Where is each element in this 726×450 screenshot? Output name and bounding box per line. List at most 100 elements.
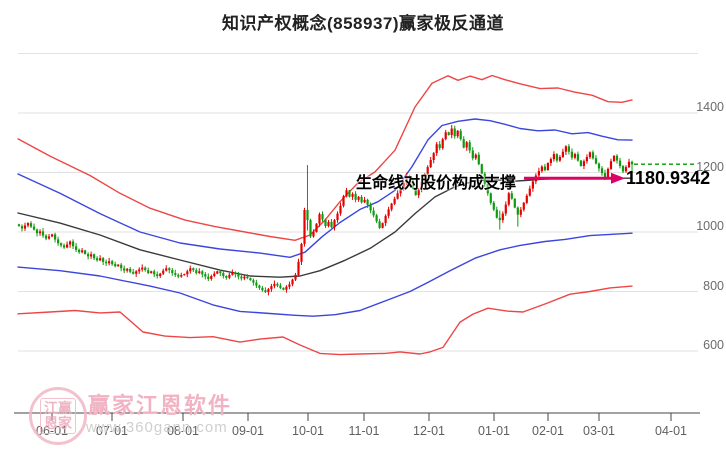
candle-body [528,188,531,196]
candle-body [351,193,354,197]
candle-body [558,157,561,161]
candle-body [57,239,60,244]
candle-body [198,271,201,274]
life-line-value-label: 1180.9342 [626,168,711,188]
candle-body [60,243,63,246]
candle-body [324,219,327,226]
y-axis-label: 1000 [696,219,724,233]
candle-body [567,146,570,152]
x-axis-label: 11-01 [348,424,380,438]
candle-body [126,268,129,271]
candle-body [375,215,378,222]
candle-body [258,285,261,288]
candle-body [207,276,210,279]
x-axis-label: 03-01 [583,424,615,438]
candle-body [429,160,432,168]
candle-body [267,289,270,293]
candle-body [615,155,619,161]
y-axis-label: 1400 [696,100,724,114]
candle-body [171,270,174,274]
candle-body [444,132,447,140]
candle-body [402,182,405,188]
watermark-logo: 江赢 恩家 [29,387,87,445]
candle-body [600,168,604,174]
candle-body [588,152,591,158]
candle-body [627,161,631,168]
candle-body [216,271,219,274]
candle-body [360,196,363,203]
candle-body [105,261,108,264]
candle-body [570,151,573,158]
x-axis-label: 04-01 [655,424,687,438]
candle-body [87,254,90,257]
candle-body [201,271,204,275]
candle-body [555,154,558,161]
candle-body [399,188,402,194]
candle-body [156,274,159,276]
candle-body [477,154,480,165]
candle-body [330,221,333,228]
candle-body [51,234,54,237]
candle-body [210,276,213,279]
candle-body [630,161,634,165]
candle-body [32,226,36,230]
candle-body [177,274,180,277]
candle-body [180,275,183,277]
candle-body [144,267,147,271]
candle-body [54,234,57,240]
candle-body [543,166,546,171]
candle-body [408,176,411,180]
candle-body [41,231,45,236]
candle-body [564,146,567,152]
candle-body [537,171,540,176]
candle-body [237,274,240,277]
candle-body [531,181,534,189]
candle-body [456,130,459,137]
candle-body [336,213,339,221]
candle-body [306,210,309,221]
candle-body [366,199,369,205]
candle-body [513,198,516,208]
candle-body [363,199,366,203]
candle-body [300,243,303,262]
candle-body [120,264,123,269]
candle-body [35,229,39,234]
candle-body [468,142,471,151]
upper-inner-blue [17,118,633,258]
candle-body [435,144,438,154]
candle-body [474,154,477,159]
candle-body [345,190,348,197]
candle-body [378,221,381,228]
candle-body [261,287,264,291]
candle-body [522,202,525,210]
candle-body [369,204,372,211]
candle-body [417,189,420,196]
candle-body [483,173,486,184]
candle-body [186,271,189,275]
candle-body [393,198,396,204]
candle-body [20,226,24,229]
candle-body [135,271,138,274]
candle-body [17,224,21,227]
candle-body [498,217,501,221]
candle-body [426,167,429,174]
candle-body [63,245,66,248]
candle-body [432,153,435,160]
candle-body [264,290,267,293]
candle-body [318,214,321,224]
candle-body [585,157,588,162]
candle-body [234,272,237,275]
candle-body [72,241,75,247]
candle-body [441,139,444,149]
candle-body [405,176,408,183]
candle-body [489,193,492,203]
x-axis-label: 10-01 [292,424,324,438]
candle-body [123,268,126,271]
candle-body [114,264,117,267]
candle-body [612,155,616,162]
candle-body [462,139,465,148]
annotation-arrow-head [611,172,625,184]
candle-body [99,258,102,261]
x-axis-label: 02-01 [532,424,564,438]
